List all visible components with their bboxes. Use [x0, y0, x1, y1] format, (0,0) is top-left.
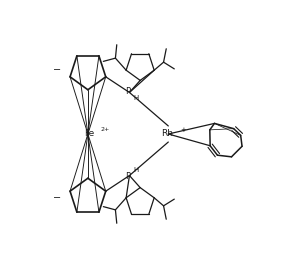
Text: 2+: 2+	[101, 128, 110, 132]
Text: −: −	[53, 193, 61, 203]
Text: Rh: Rh	[161, 129, 173, 139]
Text: P: P	[126, 172, 131, 181]
Text: −: −	[53, 65, 61, 75]
Text: +: +	[180, 127, 186, 133]
Text: Fe: Fe	[84, 129, 94, 139]
Text: H: H	[134, 167, 139, 173]
Text: H: H	[134, 95, 139, 101]
Text: P: P	[126, 87, 131, 96]
